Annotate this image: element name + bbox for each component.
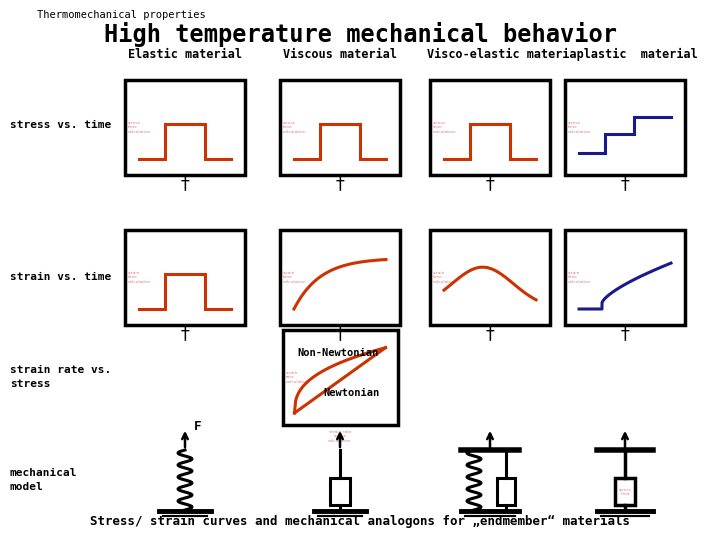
Text: F: F	[194, 420, 202, 433]
Text: †: †	[335, 175, 346, 193]
Bar	[282, 330, 397, 425]
Text: strain rate
stress
calculation: strain rate stress calculation	[328, 430, 352, 443]
Bar	[615, 478, 635, 505]
Text: strain vs. time: strain vs. time	[10, 272, 112, 282]
Bar	[430, 230, 550, 325]
Text: †: †	[620, 325, 631, 343]
Text: Newtonian: Newtonian	[324, 388, 380, 398]
Bar	[565, 80, 685, 175]
Text: stress
time
calculation: stress time calculation	[128, 121, 152, 134]
Text: stress
time
calculation: stress time calculation	[283, 121, 307, 134]
Bar	[125, 80, 245, 175]
Text: strain
time
calculation: strain time calculation	[568, 271, 592, 284]
Bar	[280, 230, 400, 325]
Text: Non-Newtonian: Non-Newtonian	[297, 348, 379, 358]
Bar	[565, 230, 685, 325]
Text: †: †	[179, 175, 190, 193]
Text: stress
time
calculation: stress time calculation	[568, 121, 592, 134]
Text: High temperature mechanical behavior: High temperature mechanical behavior	[104, 22, 616, 47]
Text: stress
time
calculation: stress time calculation	[433, 121, 456, 134]
Text: †: †	[335, 325, 346, 343]
Text: †: †	[485, 175, 495, 193]
Bar	[330, 478, 350, 505]
Text: †: †	[620, 175, 631, 193]
Bar	[125, 230, 245, 325]
Text: strain
time
calculation: strain time calculation	[283, 271, 307, 284]
Text: †: †	[485, 325, 495, 343]
Text: stress vs. time: stress vs. time	[10, 120, 112, 130]
Text: Visco-elastic materiaplastic  material: Visco-elastic materiaplastic material	[427, 48, 698, 61]
Text: strain
time
calculation: strain time calculation	[128, 271, 152, 284]
Text: strain
rate
calculation: strain rate calculation	[286, 371, 309, 384]
Bar	[430, 80, 550, 175]
Text: Elastic material: Elastic material	[128, 48, 242, 61]
Text: strain rate vs.
stress: strain rate vs. stress	[10, 366, 112, 389]
Text: mechanical
model: mechanical model	[10, 468, 78, 491]
Bar	[497, 478, 515, 505]
Text: Stress/ strain curves and mechanical analogons for „endmember“ materials: Stress/ strain curves and mechanical ana…	[90, 515, 630, 528]
Text: Viscous material: Viscous material	[283, 48, 397, 61]
Bar	[280, 80, 400, 175]
Text: Thermomechanical properties: Thermomechanical properties	[37, 10, 206, 20]
Text: strain
time
calculation: strain time calculation	[433, 271, 456, 284]
Text: †: †	[179, 325, 190, 343]
Text: stress
limit: stress limit	[618, 488, 631, 496]
